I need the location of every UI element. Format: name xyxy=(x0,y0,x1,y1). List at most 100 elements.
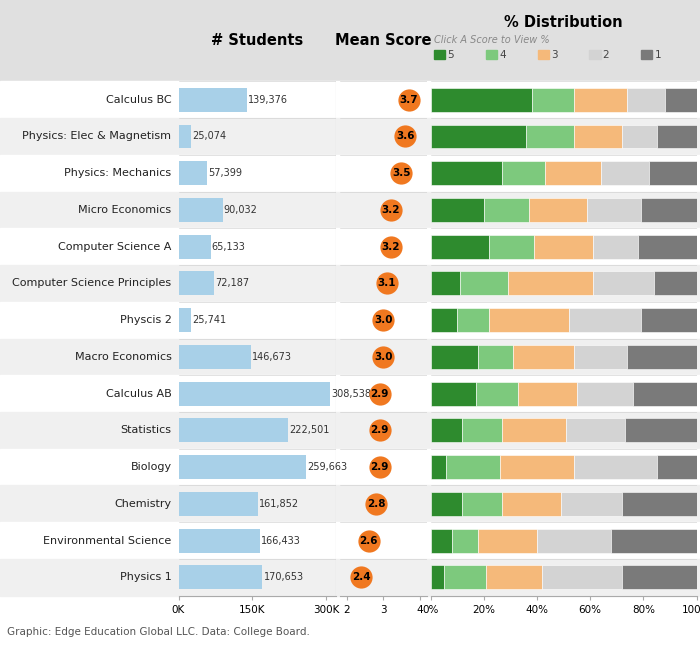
Text: Physics 1: Physics 1 xyxy=(120,572,172,582)
Bar xyxy=(478,529,537,553)
Text: 3.5: 3.5 xyxy=(392,168,411,178)
Text: 166,433: 166,433 xyxy=(261,536,301,546)
Text: Computer Science A: Computer Science A xyxy=(58,242,171,252)
Text: 90,032: 90,032 xyxy=(224,205,258,215)
Bar xyxy=(178,271,214,296)
Bar xyxy=(657,455,696,479)
Text: 308,538: 308,538 xyxy=(331,389,371,398)
Bar xyxy=(534,235,593,258)
Text: 3.1: 3.1 xyxy=(377,279,396,288)
Bar xyxy=(508,271,593,296)
Text: 2.6: 2.6 xyxy=(359,536,378,546)
Bar xyxy=(664,88,696,112)
Bar xyxy=(478,345,513,369)
Text: 146,673: 146,673 xyxy=(252,352,292,362)
Bar xyxy=(640,308,696,332)
Text: 2.9: 2.9 xyxy=(370,462,388,472)
Text: 222,501: 222,501 xyxy=(289,425,330,436)
Bar xyxy=(587,198,640,222)
Text: Physcis 2: Physcis 2 xyxy=(120,315,172,325)
Text: % Distribution: % Distribution xyxy=(504,15,623,31)
Text: 161,852: 161,852 xyxy=(259,499,300,509)
Bar xyxy=(624,419,696,442)
Text: 3.2: 3.2 xyxy=(382,242,400,252)
Bar xyxy=(430,271,460,296)
Text: Micro Economics: Micro Economics xyxy=(78,205,172,215)
Bar xyxy=(574,124,622,148)
Text: Mean Score: Mean Score xyxy=(335,33,431,48)
Text: Macro Economics: Macro Economics xyxy=(75,352,172,362)
Text: 25,741: 25,741 xyxy=(193,315,226,325)
Bar xyxy=(430,198,484,222)
Bar xyxy=(601,161,649,185)
Text: Chemistry: Chemistry xyxy=(114,499,172,509)
Bar xyxy=(430,381,476,406)
Bar xyxy=(640,198,696,222)
Text: 2.9: 2.9 xyxy=(370,425,388,436)
Bar xyxy=(486,565,542,589)
Bar xyxy=(569,308,640,332)
Bar xyxy=(526,124,574,148)
Bar xyxy=(577,381,633,406)
Bar xyxy=(430,88,531,112)
Bar xyxy=(463,492,503,516)
Text: # Students: # Students xyxy=(211,33,303,48)
Bar xyxy=(638,235,696,258)
Text: Graphic: Edge Education Global LLC. Data: College Board.: Graphic: Edge Education Global LLC. Data… xyxy=(7,627,310,637)
Bar xyxy=(430,345,478,369)
Bar xyxy=(529,198,587,222)
Bar xyxy=(500,455,574,479)
Bar xyxy=(178,198,223,222)
Bar xyxy=(430,455,447,479)
Bar xyxy=(489,308,569,332)
Text: 2.4: 2.4 xyxy=(352,572,371,582)
Bar xyxy=(593,235,638,258)
Bar xyxy=(566,419,624,442)
Bar xyxy=(430,529,452,553)
Bar xyxy=(430,124,526,148)
Text: 3.0: 3.0 xyxy=(374,315,393,325)
Bar xyxy=(574,455,657,479)
Text: Environmental Science: Environmental Science xyxy=(43,536,172,546)
Bar xyxy=(447,455,500,479)
Bar xyxy=(178,88,247,112)
Bar xyxy=(542,565,622,589)
Bar xyxy=(654,271,696,296)
Bar xyxy=(178,161,206,185)
Bar xyxy=(178,419,288,442)
Bar xyxy=(178,492,258,516)
Bar xyxy=(622,124,657,148)
Text: 2.8: 2.8 xyxy=(367,499,385,509)
Bar xyxy=(178,381,330,406)
Bar xyxy=(503,161,545,185)
Bar xyxy=(463,419,503,442)
Bar xyxy=(178,455,307,479)
Text: Statistics: Statistics xyxy=(120,425,172,436)
Bar xyxy=(484,198,529,222)
Bar xyxy=(178,235,211,258)
Bar xyxy=(545,161,601,185)
Bar xyxy=(178,529,260,553)
Bar xyxy=(537,529,611,553)
Bar xyxy=(430,492,463,516)
Text: 4: 4 xyxy=(499,49,505,60)
Bar xyxy=(513,345,574,369)
Bar xyxy=(561,492,622,516)
Bar xyxy=(657,124,696,148)
Bar xyxy=(627,345,696,369)
Bar xyxy=(593,271,654,296)
Bar xyxy=(503,492,561,516)
Bar xyxy=(574,345,627,369)
Bar xyxy=(503,419,566,442)
Text: Physics: Elec & Magnetism: Physics: Elec & Magnetism xyxy=(22,132,172,141)
Bar xyxy=(611,529,696,553)
Text: 139,376: 139,376 xyxy=(248,95,288,105)
Text: 72,187: 72,187 xyxy=(215,279,249,288)
Bar xyxy=(178,565,262,589)
Bar xyxy=(518,381,577,406)
Bar xyxy=(452,529,478,553)
Bar xyxy=(460,271,508,296)
Text: Calculus AB: Calculus AB xyxy=(106,389,172,398)
Text: 3.2: 3.2 xyxy=(382,205,400,215)
Text: Biology: Biology xyxy=(130,462,172,472)
